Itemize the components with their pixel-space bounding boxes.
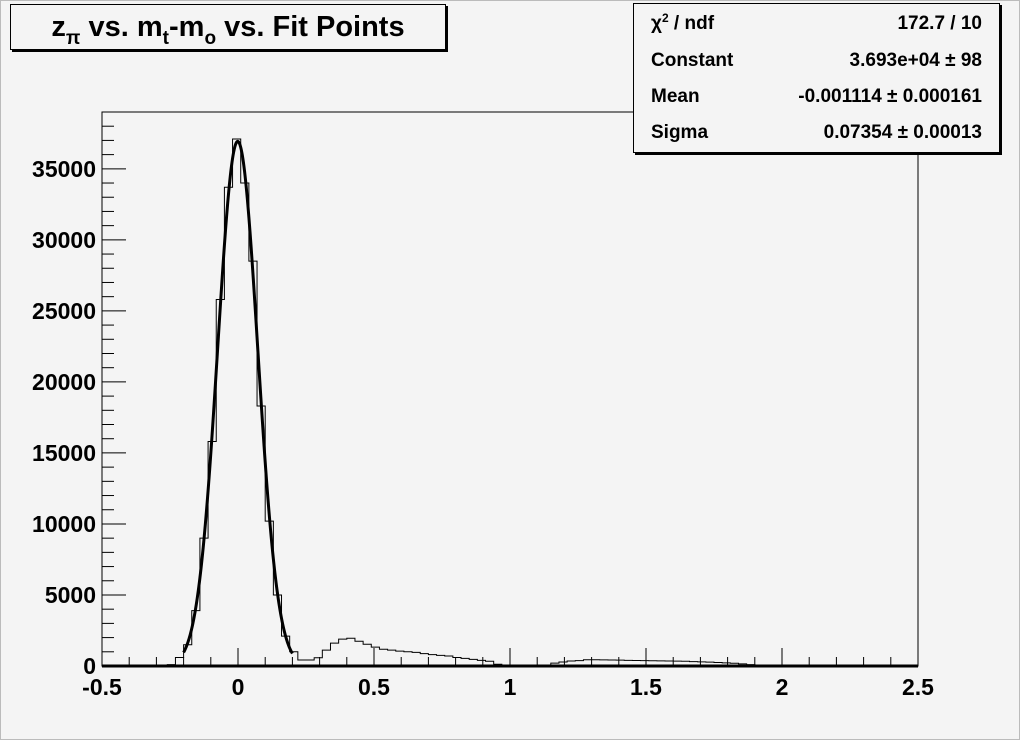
histogram-bin	[322, 650, 330, 666]
x-tick-label: 1.5	[630, 674, 662, 700]
stats-label-rest: / ndf	[668, 13, 715, 34]
stats-label-sup: 2	[661, 11, 669, 25]
y-tick-label: 25000	[32, 298, 96, 324]
histogram-bin	[396, 651, 404, 666]
x-tick-label: -0.5	[82, 674, 122, 700]
title-part: vs. Fit Points	[216, 11, 405, 43]
title-part: -m	[169, 11, 205, 43]
chart-title: zπ vs. mt-mo vs. Fit Points	[10, 4, 446, 50]
histogram-bin	[355, 641, 363, 666]
stats-row-constant: Constant 3.693e+04 ± 98	[651, 43, 982, 79]
y-tick-label: 35000	[32, 156, 96, 182]
x-tick-label: 0	[232, 674, 245, 700]
title-sub: o	[204, 28, 217, 49]
histogram-bin	[339, 639, 347, 666]
histogram-bin	[404, 652, 412, 666]
stats-row-mean: Mean -0.001114 ± 0.000161	[651, 79, 982, 115]
histogram-bin	[412, 652, 420, 666]
y-tick-label: 0	[83, 653, 96, 679]
histogram-bin	[371, 647, 379, 666]
y-tick-label: 20000	[32, 369, 96, 395]
histogram-bin	[224, 187, 232, 666]
title-part: vs. m	[80, 11, 163, 43]
stats-value: 3.693e+04 ± 98	[849, 50, 982, 71]
gaussian-fit-curve	[182, 139, 294, 655]
histogram-bin	[388, 650, 396, 666]
stats-value: -0.001114 ± 0.000161	[798, 86, 982, 107]
histogram-bin	[330, 643, 338, 666]
title-part: z	[51, 11, 66, 43]
histogram-bin	[241, 183, 249, 666]
x-tick-label: 2.5	[902, 674, 934, 700]
stats-label: Sigma	[651, 122, 709, 143]
stats-value: 0.07354 ± 0.00013	[823, 122, 982, 143]
stats-label: χ	[651, 13, 662, 34]
title-sub: π	[65, 28, 81, 49]
x-tick-label: 1	[504, 674, 517, 700]
title-sub: t	[162, 28, 169, 49]
stats-row-sigma: Sigma 0.07354 ± 0.00013	[651, 115, 982, 151]
stats-row-chi2: χ2 / ndf 172.7 / 10	[651, 6, 982, 42]
stats-label: Mean	[651, 86, 700, 107]
x-tick-label: 0.5	[358, 674, 390, 700]
fit-stats-box: χ2 / ndf 172.7 / 10 Constant 3.693e+04 ±…	[633, 3, 1000, 153]
histogram-bin	[379, 649, 387, 666]
y-tick-label: 10000	[32, 511, 96, 537]
y-tick-label: 15000	[32, 440, 96, 466]
histogram-bin	[347, 638, 355, 666]
histogram-bin	[437, 655, 445, 666]
histogram-bin	[233, 139, 241, 666]
y-tick-label: 5000	[45, 582, 96, 608]
y-tick-label: 30000	[32, 227, 96, 253]
histogram-bin	[363, 644, 371, 666]
x-tick-label: 2	[776, 674, 789, 700]
histogram-bin	[420, 654, 428, 666]
stats-label: Constant	[651, 50, 734, 71]
histogram-bin	[428, 655, 436, 666]
stats-value: 172.7 / 10	[897, 13, 982, 34]
